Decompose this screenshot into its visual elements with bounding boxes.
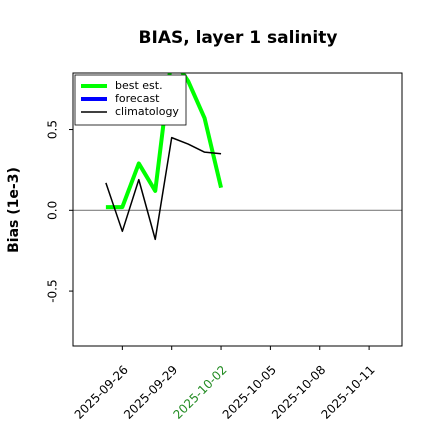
y-tick-label: 0.0	[46, 201, 60, 220]
legend-label: best est.	[115, 79, 163, 92]
y-axis-label: Bias (1e-3)	[6, 167, 22, 253]
x-tick-label: 2025-10-11	[318, 363, 377, 422]
plot-frame	[72, 72, 403, 347]
y-tick-label: 0.5	[46, 120, 60, 139]
y-tick-label: -0.5	[46, 279, 60, 302]
chart-title: BIAS, layer 1 salinity	[139, 28, 338, 48]
legend-label: climatology	[115, 105, 179, 118]
data-line	[105, 136, 222, 241]
legend-label: forecast	[115, 92, 160, 105]
